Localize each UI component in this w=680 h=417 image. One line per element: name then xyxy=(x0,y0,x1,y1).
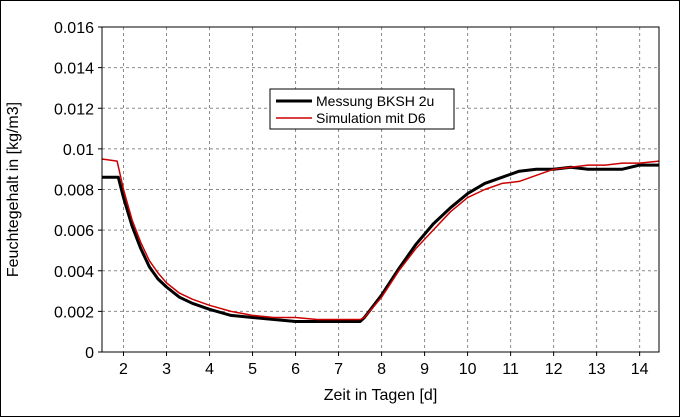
x-tick-label: 8 xyxy=(377,361,386,378)
x-tick-label: 10 xyxy=(459,361,477,378)
x-tick-label: 9 xyxy=(420,361,429,378)
x-tick-label: 7 xyxy=(334,361,343,378)
legend-label-simulation: Simulation mit D6 xyxy=(316,110,426,126)
legend-box xyxy=(269,88,455,130)
y-tick-label: 0.01 xyxy=(63,142,94,159)
y-tick-label: 0.012 xyxy=(54,101,94,118)
x-tick-label: 5 xyxy=(248,361,257,378)
y-tick-label: 0.004 xyxy=(54,264,94,281)
x-tick-label: 14 xyxy=(631,361,649,378)
x-tick-label: 11 xyxy=(502,361,519,378)
y-axis-title: Feuchtegehalt in [kg/m3] xyxy=(5,102,22,277)
y-tick-label: 0.006 xyxy=(54,223,94,240)
x-tick-label: 6 xyxy=(291,361,300,378)
legend: Messung BKSH 2u Simulation mit D6 xyxy=(269,88,455,130)
y-tick-label: 0.014 xyxy=(54,61,94,78)
x-tick-label: 2 xyxy=(119,361,128,378)
y-tick-label: 0 xyxy=(85,345,94,362)
x-tick-label: 13 xyxy=(588,361,606,378)
x-axis-title: Zeit in Tagen [d] xyxy=(324,387,438,404)
series-line-simulation xyxy=(101,158,660,321)
y-tick-label: 0.008 xyxy=(54,183,94,200)
grid xyxy=(102,27,659,352)
y-tick-label: 0.016 xyxy=(54,20,94,37)
legend-label-messung: Messung BKSH 2u xyxy=(316,93,434,109)
x-tick-label: 12 xyxy=(545,361,563,378)
y-tick-label: 0.002 xyxy=(54,304,94,321)
axis-ticks: 2 3 4 5 6 7 8 9 10 11 12 13 14 0 0.002 0.004 0.006 0.008 0… xyxy=(54,20,649,378)
series-lines xyxy=(101,158,660,323)
x-tick-label: 4 xyxy=(205,361,214,378)
x-tick-label: 3 xyxy=(162,361,171,378)
